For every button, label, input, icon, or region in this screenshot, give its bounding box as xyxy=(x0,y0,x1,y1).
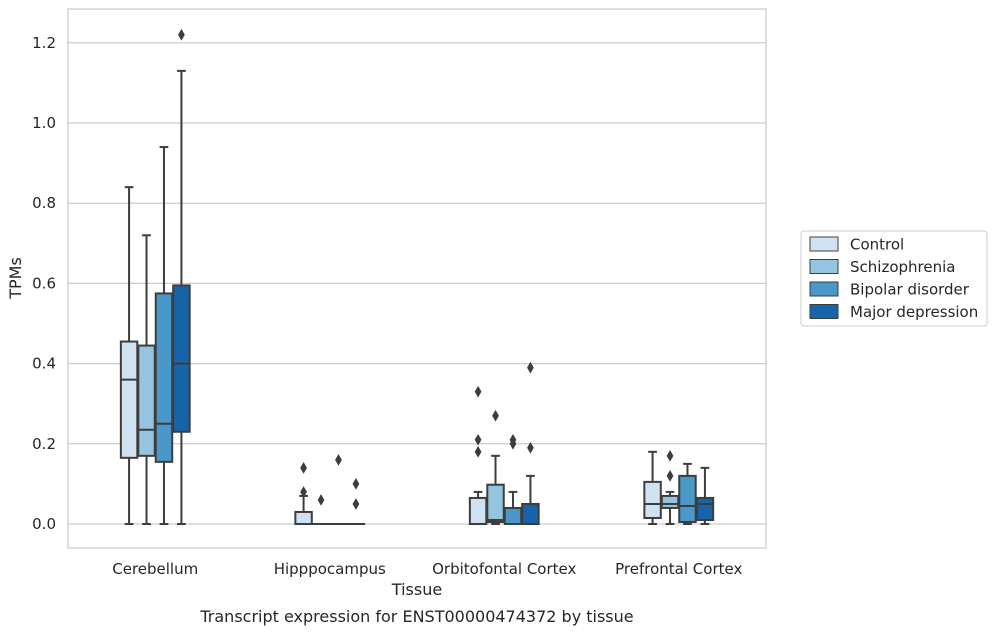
outlier-point xyxy=(492,409,499,422)
box-body xyxy=(154,292,174,463)
y-tick-label: 1.2 xyxy=(32,34,56,52)
box-hipppocampus-bipolar-disorder xyxy=(329,453,348,526)
box-prefrontal-cortex-bipolar-disorder xyxy=(678,462,697,525)
legend-label: Control xyxy=(850,236,904,254)
y-axis-ticks: 0.0 0.2 0.4 0.6 0.8 1.0 1.2 xyxy=(32,34,56,533)
outlier-point xyxy=(666,470,674,482)
outlier-point xyxy=(474,433,482,446)
outlier-point xyxy=(352,478,360,490)
box-hipppocampus-major-depression xyxy=(346,478,366,526)
box-body xyxy=(172,284,191,433)
box-cerebellum-major-depression xyxy=(172,28,191,525)
box-cerebellum-bipolar-disorder xyxy=(154,146,174,525)
box-cerebellum-control xyxy=(119,186,139,525)
outlier-point xyxy=(352,498,360,510)
box-hipppocampus-control xyxy=(294,462,313,526)
legend: Control Schizophrenia Bipolar disorder Majo… xyxy=(800,230,988,327)
y-tick-label: 1.0 xyxy=(32,114,56,132)
outlier-point xyxy=(509,433,517,446)
outlier-point xyxy=(527,441,534,454)
legend-label: Major depression xyxy=(850,303,978,321)
box-body xyxy=(503,506,523,525)
box-body xyxy=(294,510,313,526)
box-orbitofontal-cortex-schizophrenia xyxy=(486,409,505,525)
outlier-point xyxy=(474,445,482,458)
plot-area-frame xyxy=(67,8,767,549)
outlier-point xyxy=(666,449,674,462)
box-prefrontal-cortex-schizophrenia xyxy=(660,449,680,525)
outlier-point xyxy=(300,462,307,474)
box-cerebellum-schizophrenia xyxy=(137,234,156,525)
y-tick-label: 0.2 xyxy=(32,435,56,453)
box-orbitofontal-cortex-major-depression xyxy=(521,361,540,526)
chart-caption: Transcript expression for ENST0000047437… xyxy=(199,607,633,626)
box-body xyxy=(660,494,680,509)
outlier-point xyxy=(300,486,307,498)
x-axis-ticks: Cerebellum Hipppocampus Orbitofontal Corte… xyxy=(112,560,742,578)
legend-frame xyxy=(800,230,988,327)
outlier-point xyxy=(527,361,534,374)
box-prefrontal-cortex-control xyxy=(643,450,662,525)
outlier-point xyxy=(178,28,185,41)
box-body xyxy=(521,502,540,526)
x-axis-label: Tissue xyxy=(391,580,442,599)
outlier-point xyxy=(474,385,482,398)
legend-swatch xyxy=(809,259,839,274)
box-hipppocampus-schizophrenia xyxy=(311,494,331,526)
y-tick-label: 0.6 xyxy=(32,274,56,292)
legend-swatch xyxy=(809,236,839,252)
box-body xyxy=(695,496,715,521)
box-body xyxy=(486,483,505,523)
box-orbitofontal-cortex-bipolar-disorder xyxy=(503,433,523,525)
legend-label: Schizophrenia xyxy=(850,258,955,276)
x-tick-label: Orbitofontal Cortex xyxy=(432,560,576,578)
legend-swatch xyxy=(809,304,839,319)
box-body xyxy=(678,474,697,523)
outlier-point xyxy=(317,494,325,506)
box-body xyxy=(119,340,139,459)
x-tick-label: Cerebellum xyxy=(112,560,198,578)
outlier-point xyxy=(335,453,342,466)
box-body xyxy=(643,480,662,519)
box-prefrontal-cortex-major-depression xyxy=(695,466,715,525)
legend-label: Bipolar disorder xyxy=(850,281,970,299)
y-axis-label: TPMs xyxy=(6,257,25,300)
box-body xyxy=(468,496,488,525)
x-tick-label: Hipppocampus xyxy=(274,560,386,578)
legend-swatch xyxy=(809,281,839,297)
box-layer xyxy=(119,28,715,526)
y-tick-label: 0.0 xyxy=(32,515,56,533)
y-tick-label: 0.4 xyxy=(32,355,56,373)
y-tick-label: 0.8 xyxy=(32,194,56,212)
x-tick-label: Prefrontal Cortex xyxy=(615,560,742,578)
box-orbitofontal-cortex-control xyxy=(468,385,488,525)
box-body xyxy=(137,344,156,457)
